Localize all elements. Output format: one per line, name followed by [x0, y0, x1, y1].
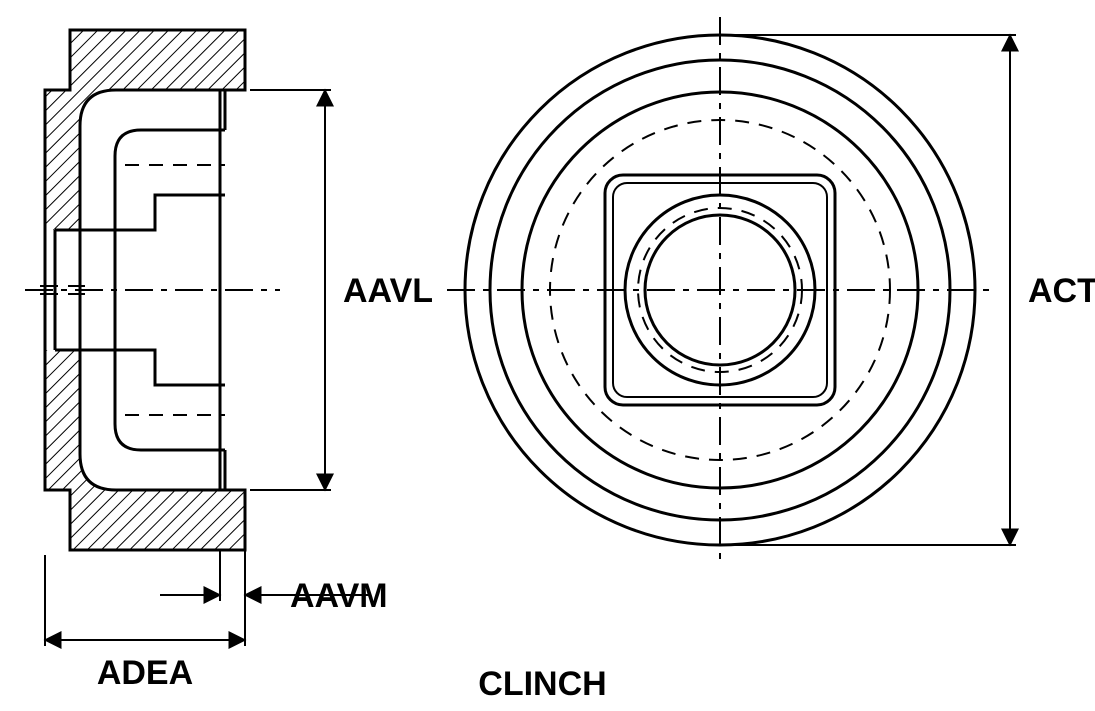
label-aavm: AAVM	[290, 577, 388, 615]
engineering-drawing: AAVL ACTD AAVM ADEA CLINCH	[0, 0, 1095, 711]
label-adea: ADEA	[97, 654, 193, 692]
front-view	[447, 17, 993, 563]
label-actd: ACTD	[1028, 272, 1095, 310]
section-view	[25, 30, 280, 550]
drawing-title: CLINCH	[478, 665, 606, 703]
label-aavl: AAVL	[343, 272, 433, 310]
